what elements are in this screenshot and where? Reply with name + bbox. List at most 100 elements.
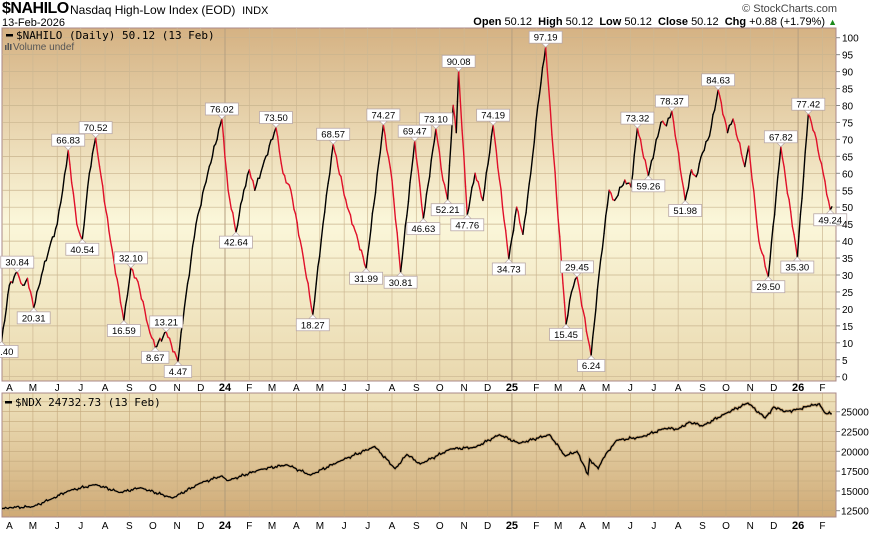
annotation-box bbox=[163, 365, 193, 378]
annotation-label: 30.84 bbox=[5, 258, 29, 269]
series-segment bbox=[775, 176, 779, 196]
y-tick-label: 22500 bbox=[841, 428, 869, 439]
series-segment bbox=[53, 227, 57, 238]
series-segment bbox=[218, 124, 221, 131]
series-segment bbox=[205, 172, 209, 183]
annotation-label: 42.64 bbox=[224, 238, 248, 249]
series-segment bbox=[432, 140, 436, 151]
annotation-box bbox=[0, 345, 19, 358]
annotation-box bbox=[418, 112, 453, 126]
volume-note: Volume undef bbox=[13, 42, 74, 53]
annotation-label: 8.67 bbox=[146, 353, 165, 364]
x-tick-label: A bbox=[389, 383, 396, 394]
series-segment bbox=[603, 215, 607, 235]
series-segment bbox=[100, 176, 104, 187]
annotation-label: 67.82 bbox=[769, 132, 793, 143]
x-tick-label: O bbox=[722, 383, 730, 394]
value-annotation: 90.08 bbox=[441, 54, 476, 72]
y-tick-label: 30 bbox=[842, 271, 854, 282]
series-segment bbox=[81, 224, 85, 240]
value-annotation: 13.21 bbox=[149, 315, 184, 333]
series-segment bbox=[414, 140, 418, 160]
value-annotation: 40.54 bbox=[65, 238, 100, 256]
series-segment bbox=[707, 135, 711, 141]
y-tick-label: 100 bbox=[842, 34, 859, 45]
series-segment bbox=[308, 295, 312, 308]
annotation-box bbox=[406, 222, 441, 236]
value-annotation: 74.27 bbox=[366, 108, 401, 126]
value-annotation: 10.40 bbox=[0, 340, 19, 358]
value-annotation: 29.50 bbox=[751, 276, 786, 293]
series-segment bbox=[62, 174, 66, 191]
series-segment bbox=[318, 239, 323, 258]
series-segment bbox=[332, 143, 336, 153]
series-segment bbox=[72, 192, 76, 209]
series-segment bbox=[40, 268, 44, 276]
x-tick-label: M bbox=[316, 521, 324, 532]
series-segment bbox=[45, 253, 49, 262]
series-segment bbox=[191, 236, 196, 247]
series-segment bbox=[360, 249, 364, 258]
series-segment bbox=[302, 257, 306, 270]
series-segment bbox=[131, 269, 136, 279]
series-segment bbox=[786, 192, 790, 201]
series-segment bbox=[111, 249, 115, 262]
series-segment bbox=[419, 185, 423, 206]
annotation-label: 59.26 bbox=[636, 181, 660, 192]
open-value: 50.12 bbox=[504, 16, 533, 28]
x-tick-label: 25 bbox=[506, 382, 518, 394]
legend-swatch bbox=[5, 401, 12, 404]
series-segment bbox=[463, 153, 467, 187]
series-segment bbox=[587, 338, 591, 347]
y-tick-label: 70 bbox=[842, 135, 854, 146]
x-tick-label: S bbox=[126, 521, 133, 532]
value-annotation: 51.98 bbox=[668, 199, 703, 217]
low-label: Low bbox=[599, 16, 622, 28]
annotation-box bbox=[316, 127, 351, 141]
x-tick-label: F bbox=[246, 521, 252, 532]
y-tick-label: 80 bbox=[842, 102, 854, 113]
series-segment bbox=[810, 122, 814, 131]
series-segment bbox=[58, 201, 62, 211]
annotation-box bbox=[763, 130, 798, 144]
series-segment bbox=[3, 308, 7, 322]
x-tick-label: N bbox=[461, 521, 468, 532]
series-segment bbox=[409, 169, 413, 184]
series-segment bbox=[804, 134, 808, 154]
series-segment bbox=[674, 134, 678, 146]
annotation-box bbox=[114, 251, 148, 265]
y-tick-label: 45 bbox=[842, 220, 854, 231]
series-segment bbox=[77, 229, 82, 237]
series-segment bbox=[7, 284, 11, 296]
series-segment bbox=[357, 241, 361, 251]
x-tick-label: J bbox=[342, 521, 347, 532]
series-segment bbox=[477, 181, 481, 190]
series-segment bbox=[489, 135, 493, 153]
series-segment bbox=[826, 193, 830, 202]
value-annotation: 18.27 bbox=[295, 314, 330, 331]
series-segment bbox=[687, 175, 691, 189]
y-tick-label: 20000 bbox=[841, 447, 869, 458]
series-segment bbox=[11, 276, 15, 284]
series-segment bbox=[684, 192, 688, 202]
stockcharts-logo[interactable]: © StockCharts.com bbox=[742, 3, 837, 15]
annotation-label: 10.40 bbox=[0, 347, 13, 358]
series-segment bbox=[498, 178, 502, 190]
series-segment bbox=[492, 124, 496, 139]
series-segment bbox=[504, 229, 508, 247]
series-segment bbox=[572, 278, 576, 288]
annotation-box bbox=[791, 97, 826, 111]
series-segment bbox=[221, 118, 225, 137]
x-tick-label: M bbox=[602, 383, 610, 394]
series-segment bbox=[152, 339, 156, 349]
series-segment bbox=[819, 158, 823, 165]
series-segment bbox=[214, 138, 218, 145]
annotation-box bbox=[528, 30, 563, 44]
series-segment bbox=[698, 156, 702, 165]
series-segment bbox=[391, 179, 395, 200]
ndx-legend: $NDX 24732.73 (13 Feb) bbox=[15, 396, 161, 409]
x-tick-label: A bbox=[675, 521, 682, 532]
x-tick-label: A bbox=[293, 521, 300, 532]
value-annotation: 52.21 bbox=[430, 199, 465, 216]
annotation-label: 73.10 bbox=[424, 114, 448, 125]
